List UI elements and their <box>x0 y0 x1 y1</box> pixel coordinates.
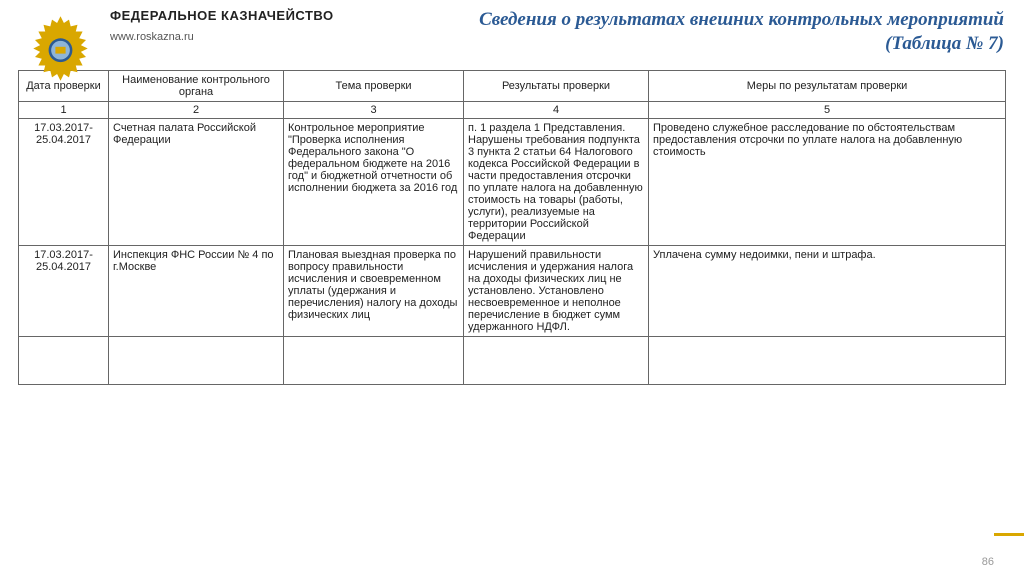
title-line-1: Сведения о результатах внешних контрольн… <box>479 9 1004 30</box>
cell-organ <box>109 337 284 385</box>
table-container: Дата проверки Наименование контрольного … <box>0 70 1024 385</box>
page-title: Сведения о результатах внешних контрольн… <box>300 8 1004 56</box>
accent-bar <box>994 533 1024 536</box>
col-header-measures: Меры по результатам проверки <box>649 71 1006 102</box>
cell-date: 17.03.2017-25.04.2017 <box>19 246 109 337</box>
title-line-2: (Таблица № 7) <box>885 33 1004 54</box>
table-body: 17.03.2017-25.04.2017 Счетная палата Рос… <box>19 119 1006 385</box>
cell-topic: Контрольное мероприятие "Проверка исполн… <box>284 119 464 246</box>
col-num-4: 4 <box>464 102 649 119</box>
table-row <box>19 337 1006 385</box>
page-number: 86 <box>982 556 994 568</box>
table-row: 17.03.2017-25.04.2017 Счетная палата Рос… <box>19 119 1006 246</box>
cell-topic: Плановая выездная проверка по вопросу пр… <box>284 246 464 337</box>
col-header-organ: Наименование контрольного органа <box>109 71 284 102</box>
page-header: ФЕДЕРАЛЬНОЕ КАЗНАЧЕЙСТВО www.roskazna.ru… <box>0 0 1024 70</box>
cell-measures: Проведено служебное расследование по обс… <box>649 119 1006 246</box>
col-num-3: 3 <box>284 102 464 119</box>
table-number-row: 1 2 3 4 5 <box>19 102 1006 119</box>
cell-organ: Инспекция ФНС России № 4 по г.Москве <box>109 246 284 337</box>
audit-results-table: Дата проверки Наименование контрольного … <box>18 70 1006 385</box>
cell-organ: Счетная палата Российской Федерации <box>109 119 284 246</box>
cell-measures: Уплачена сумму недоимки, пени и штрафа. <box>649 246 1006 337</box>
cell-measures <box>649 337 1006 385</box>
cell-date: 17.03.2017-25.04.2017 <box>19 119 109 246</box>
col-num-2: 2 <box>109 102 284 119</box>
col-header-topic: Тема проверки <box>284 71 464 102</box>
table-row: 17.03.2017-25.04.2017 Инспекция ФНС Росс… <box>19 246 1006 337</box>
cell-result <box>464 337 649 385</box>
cell-result: Нарушений правильности исчисления и удер… <box>464 246 649 337</box>
treasury-emblem-icon <box>18 6 103 91</box>
col-header-result: Результаты проверки <box>464 71 649 102</box>
cell-result: п. 1 раздела 1 Представления. Нарушены т… <box>464 119 649 246</box>
col-num-1: 1 <box>19 102 109 119</box>
table-header-row: Дата проверки Наименование контрольного … <box>19 71 1006 102</box>
col-num-5: 5 <box>649 102 1006 119</box>
cell-date <box>19 337 109 385</box>
cell-topic <box>284 337 464 385</box>
